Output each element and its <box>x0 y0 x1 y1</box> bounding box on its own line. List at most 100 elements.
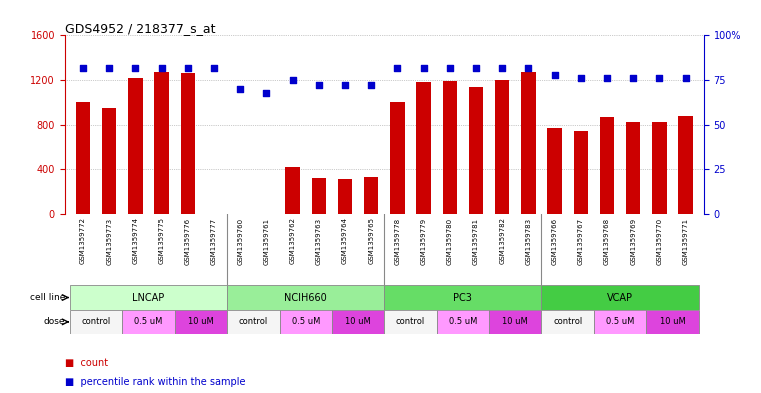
Bar <box>311 178 326 214</box>
Text: GSM1359770: GSM1359770 <box>657 217 662 264</box>
Text: 10 uM: 10 uM <box>345 318 371 326</box>
Text: 10 uM: 10 uM <box>188 318 214 326</box>
Text: GSM1359769: GSM1359769 <box>630 217 636 264</box>
Text: control: control <box>81 318 111 326</box>
Text: GSM1359776: GSM1359776 <box>185 217 191 264</box>
Bar <box>154 72 169 214</box>
Point <box>339 82 351 88</box>
Text: GSM1359773: GSM1359773 <box>107 217 112 264</box>
Point <box>155 64 167 71</box>
Bar <box>489 310 542 334</box>
Bar <box>175 310 227 334</box>
Point <box>365 82 377 88</box>
Bar <box>495 80 509 214</box>
Bar <box>469 87 483 214</box>
Point <box>549 72 561 78</box>
Text: GSM1359774: GSM1359774 <box>132 217 139 264</box>
Bar <box>128 78 142 214</box>
Text: GSM1359778: GSM1359778 <box>394 217 400 264</box>
Point <box>627 75 639 81</box>
Text: GSM1359771: GSM1359771 <box>683 217 689 264</box>
Text: GDS4952 / 218377_s_at: GDS4952 / 218377_s_at <box>65 22 215 35</box>
Bar <box>652 122 667 214</box>
Text: GSM1359767: GSM1359767 <box>578 217 584 264</box>
Point <box>391 64 403 71</box>
Text: GSM1359768: GSM1359768 <box>604 217 610 264</box>
Text: GSM1359763: GSM1359763 <box>316 217 322 264</box>
Bar <box>390 102 405 214</box>
Point <box>601 75 613 81</box>
Bar <box>384 310 437 334</box>
Bar <box>76 102 91 214</box>
Text: GSM1359777: GSM1359777 <box>211 217 217 264</box>
Point <box>287 77 299 83</box>
Bar <box>364 177 378 214</box>
Point <box>418 64 430 71</box>
Text: 0.5 uM: 0.5 uM <box>135 318 163 326</box>
Text: GSM1359764: GSM1359764 <box>342 217 348 264</box>
Point <box>103 64 116 71</box>
Text: GSM1359766: GSM1359766 <box>552 217 558 264</box>
Bar <box>180 73 195 214</box>
Bar <box>70 285 227 310</box>
Bar <box>547 128 562 214</box>
Point <box>680 75 692 81</box>
Bar <box>285 167 300 214</box>
Text: GSM1359772: GSM1359772 <box>80 217 86 264</box>
Bar <box>437 310 489 334</box>
Text: GSM1359779: GSM1359779 <box>421 217 427 264</box>
Text: control: control <box>396 318 425 326</box>
Bar <box>70 310 123 334</box>
Text: ■  percentile rank within the sample: ■ percentile rank within the sample <box>65 377 245 387</box>
Text: PC3: PC3 <box>454 292 473 303</box>
Bar <box>338 179 352 214</box>
Bar <box>678 116 693 214</box>
Text: 0.5 uM: 0.5 uM <box>449 318 477 326</box>
Point <box>522 64 534 71</box>
Text: GSM1359780: GSM1359780 <box>447 217 453 264</box>
Point <box>182 64 194 71</box>
Point <box>313 82 325 88</box>
Text: VCAP: VCAP <box>607 292 633 303</box>
Text: ■  count: ■ count <box>65 358 108 367</box>
Text: GSM1359775: GSM1359775 <box>158 217 164 264</box>
Bar <box>384 285 542 310</box>
Bar <box>123 310 175 334</box>
Point <box>260 89 272 95</box>
Text: GSM1359783: GSM1359783 <box>525 217 531 264</box>
Point <box>470 64 482 71</box>
Text: GSM1359782: GSM1359782 <box>499 217 505 264</box>
Bar <box>227 285 384 310</box>
Bar <box>574 131 588 214</box>
Bar <box>626 122 641 214</box>
Point <box>444 64 456 71</box>
Point <box>234 86 247 92</box>
Bar <box>102 108 116 214</box>
Bar <box>521 72 536 214</box>
Bar <box>279 310 332 334</box>
Bar <box>542 285 699 310</box>
Text: cell line: cell line <box>30 293 65 302</box>
Text: GSM1359765: GSM1359765 <box>368 217 374 264</box>
Bar <box>416 82 431 214</box>
Bar <box>542 310 594 334</box>
Text: GSM1359760: GSM1359760 <box>237 217 244 264</box>
Bar <box>594 310 646 334</box>
Text: GSM1359762: GSM1359762 <box>290 217 295 264</box>
Bar <box>227 310 279 334</box>
Text: control: control <box>239 318 268 326</box>
Text: control: control <box>553 318 582 326</box>
Text: GSM1359761: GSM1359761 <box>263 217 269 264</box>
Text: 0.5 uM: 0.5 uM <box>291 318 320 326</box>
Text: 0.5 uM: 0.5 uM <box>606 318 634 326</box>
Text: dose: dose <box>43 318 65 326</box>
Text: 10 uM: 10 uM <box>660 318 686 326</box>
Text: NCIH660: NCIH660 <box>285 292 327 303</box>
Bar <box>600 117 614 214</box>
Point <box>208 64 220 71</box>
Bar <box>332 310 384 334</box>
Point <box>77 64 89 71</box>
Text: GSM1359781: GSM1359781 <box>473 217 479 264</box>
Bar <box>646 310 699 334</box>
Text: LNCAP: LNCAP <box>132 292 164 303</box>
